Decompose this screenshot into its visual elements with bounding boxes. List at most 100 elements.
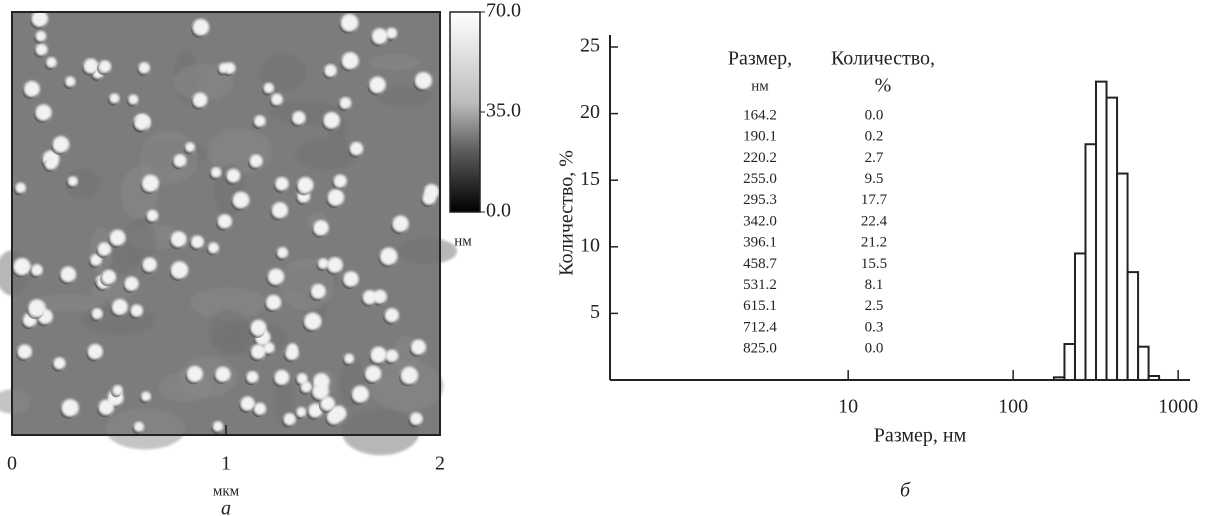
table-size: 255.0 — [743, 171, 777, 187]
particle — [87, 343, 103, 360]
particle — [400, 366, 419, 385]
particle — [341, 52, 359, 70]
particle — [343, 271, 359, 287]
texture — [0, 389, 31, 414]
particle — [317, 258, 329, 269]
particle — [98, 60, 112, 73]
x-tick-label: 2 — [435, 453, 445, 475]
colorbar-tick-label: 35.0 — [486, 100, 521, 122]
particle — [263, 342, 275, 354]
particle — [90, 254, 102, 267]
texture — [258, 53, 307, 93]
particle — [138, 62, 151, 74]
particle — [35, 43, 48, 56]
table-count: 0.3 — [865, 319, 884, 335]
particle — [333, 174, 347, 188]
table-count: 22.4 — [861, 213, 888, 229]
particle — [310, 283, 326, 299]
particle — [274, 369, 290, 386]
table-count: 0.0 — [865, 107, 884, 123]
table-size: 164.2 — [743, 107, 777, 123]
particle — [207, 242, 220, 254]
particle — [326, 409, 343, 425]
particle — [320, 396, 335, 411]
table-count: 17.7 — [861, 192, 888, 208]
particle — [192, 18, 210, 36]
particle — [327, 189, 345, 206]
particle — [30, 264, 43, 276]
particle — [83, 58, 99, 74]
colorbar — [449, 11, 481, 213]
table-count: 0.0 — [865, 341, 884, 357]
table-count: 8.1 — [865, 277, 884, 293]
table-count: 2.7 — [865, 150, 884, 166]
particle — [226, 168, 241, 183]
table-size: 396.1 — [743, 235, 777, 251]
table-header: Количество, — [831, 48, 935, 70]
y-tick-label: 5 — [590, 301, 600, 323]
particle — [91, 308, 103, 320]
particle — [291, 111, 306, 125]
table-size: 220.2 — [743, 150, 777, 166]
x-tick-label: 10 — [838, 396, 858, 418]
colorbar-tick-label: 70.0 — [486, 0, 521, 22]
particle — [23, 80, 40, 98]
table-count: 2.5 — [865, 298, 884, 314]
particle — [384, 308, 399, 323]
particle — [249, 154, 263, 168]
particle — [270, 93, 283, 106]
table-size: 458.7 — [743, 256, 777, 272]
colorbar-tick-label: 0.0 — [486, 200, 511, 222]
bar — [1052, 376, 1066, 381]
particle — [46, 57, 57, 68]
particle — [303, 312, 322, 331]
particle — [124, 276, 139, 291]
particle — [109, 229, 126, 246]
x-tick-label: 1000 — [1158, 396, 1198, 418]
texture — [208, 309, 250, 356]
texture — [370, 54, 420, 71]
particle — [232, 191, 250, 209]
table-header: % — [875, 75, 892, 97]
particle — [362, 290, 378, 305]
particle — [141, 174, 160, 192]
afm-image — [0, 10, 458, 456]
particle — [35, 104, 52, 121]
particle — [109, 93, 120, 104]
particle — [414, 71, 433, 90]
particle — [218, 62, 229, 74]
x-tick-label: 0 — [7, 453, 17, 475]
texture — [138, 131, 199, 185]
particle — [111, 298, 128, 316]
particle — [170, 231, 187, 248]
table-count: 9.5 — [865, 171, 884, 187]
particle — [250, 344, 266, 360]
particle — [250, 319, 267, 337]
particle — [410, 339, 427, 355]
table-count: 21.2 — [861, 235, 887, 251]
table-size: 825.0 — [743, 341, 777, 357]
particle — [146, 209, 159, 222]
particle — [67, 176, 78, 187]
y-tick-label: 25 — [580, 35, 600, 57]
texture — [294, 137, 359, 171]
particle — [253, 115, 266, 128]
table-header: Размер, — [728, 48, 792, 70]
particle — [28, 299, 46, 318]
particle — [339, 97, 352, 110]
particle — [313, 220, 329, 236]
texture — [189, 287, 267, 320]
bar — [1063, 343, 1076, 382]
particle — [97, 242, 112, 257]
particle — [263, 82, 275, 94]
particle — [246, 371, 259, 384]
particle — [267, 268, 285, 285]
particle — [327, 257, 343, 273]
x-tick-label: 1 — [221, 453, 231, 475]
texture — [64, 168, 102, 199]
table-size: 615.1 — [743, 298, 777, 314]
particle — [13, 257, 31, 276]
particle — [386, 27, 398, 39]
x-axis-label: мкм — [213, 483, 240, 499]
